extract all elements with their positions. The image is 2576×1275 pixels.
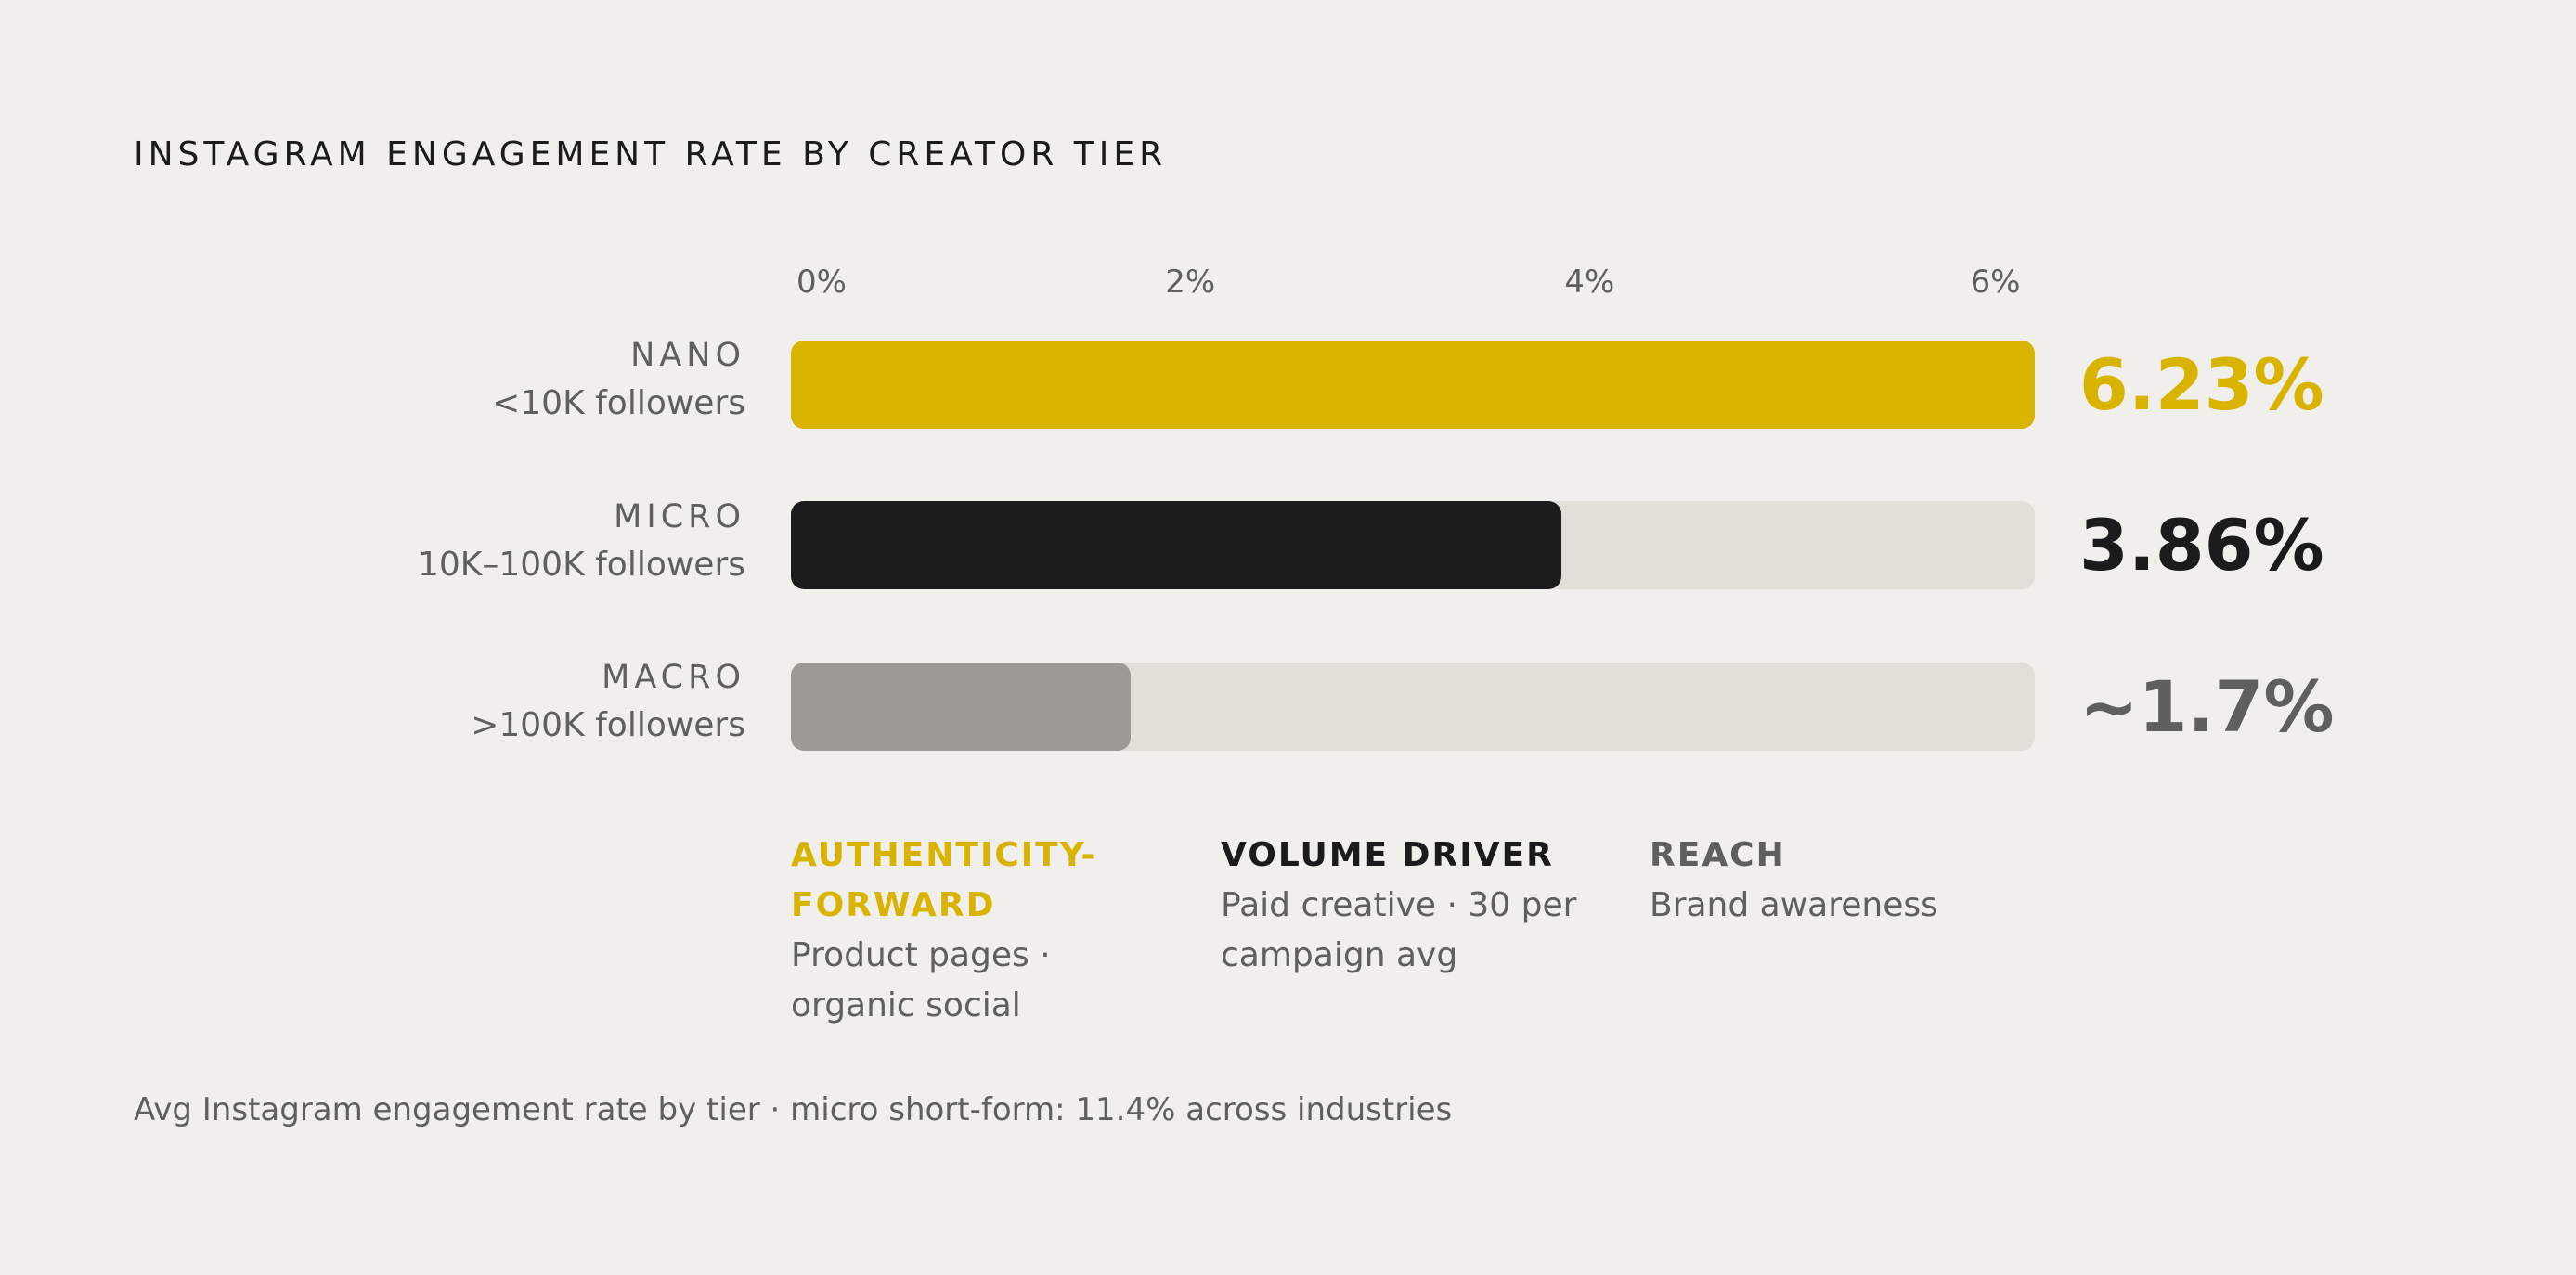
note-authenticity: AUTHENTICITY-FORWARD Product pages · org…	[791, 831, 1181, 1031]
note-volume-driver: VOLUME DRIVER Paid creative · 30 per cam…	[1221, 831, 1611, 981]
chart-footnote: Avg Instagram engagement rate by tier · …	[134, 1091, 1453, 1128]
note-heading: AUTHENTICITY-FORWARD	[791, 836, 1097, 924]
row-label-micro: MICRO 10K–100K followers	[418, 494, 745, 590]
value-label-micro: 3.86%	[2079, 504, 2324, 586]
tier-followers: <10K followers	[492, 384, 745, 422]
x-tick-0: 0%	[796, 264, 847, 301]
chart-title: INSTAGRAM ENGAGEMENT RATE BY CREATOR TIE…	[134, 135, 1168, 174]
row-label-nano: NANO <10K followers	[492, 332, 745, 429]
tier-name: MICRO	[614, 498, 745, 535]
note-description: Brand awareness	[1650, 886, 1938, 924]
note-reach: REACH Brand awareness	[1650, 831, 2039, 931]
note-description: Product pages · organic social	[791, 936, 1051, 1024]
tier-name: MACRO	[602, 659, 745, 696]
x-tick-6: 6%	[1970, 264, 2021, 301]
bar-track-macro	[791, 663, 2035, 751]
tier-followers: 10K–100K followers	[417, 546, 745, 584]
value-label-macro: ~1.7%	[2079, 665, 2335, 748]
tier-followers: >100K followers	[471, 706, 745, 744]
bar-track-micro	[791, 501, 2035, 589]
x-tick-4: 4%	[1564, 264, 1615, 301]
note-heading: REACH	[1650, 836, 1786, 874]
value-label-nano: 6.23%	[2079, 343, 2324, 426]
tier-name: NANO	[630, 337, 745, 374]
x-tick-2: 2%	[1165, 264, 1216, 301]
bar-macro	[791, 663, 1131, 751]
bar-track-nano	[791, 341, 2035, 429]
row-label-macro: MACRO >100K followers	[471, 654, 745, 751]
note-heading: VOLUME DRIVER	[1221, 836, 1554, 874]
bar-micro	[791, 501, 1562, 589]
note-description: Paid creative · 30 per campaign avg	[1221, 886, 1577, 974]
bar-nano	[791, 341, 2035, 429]
